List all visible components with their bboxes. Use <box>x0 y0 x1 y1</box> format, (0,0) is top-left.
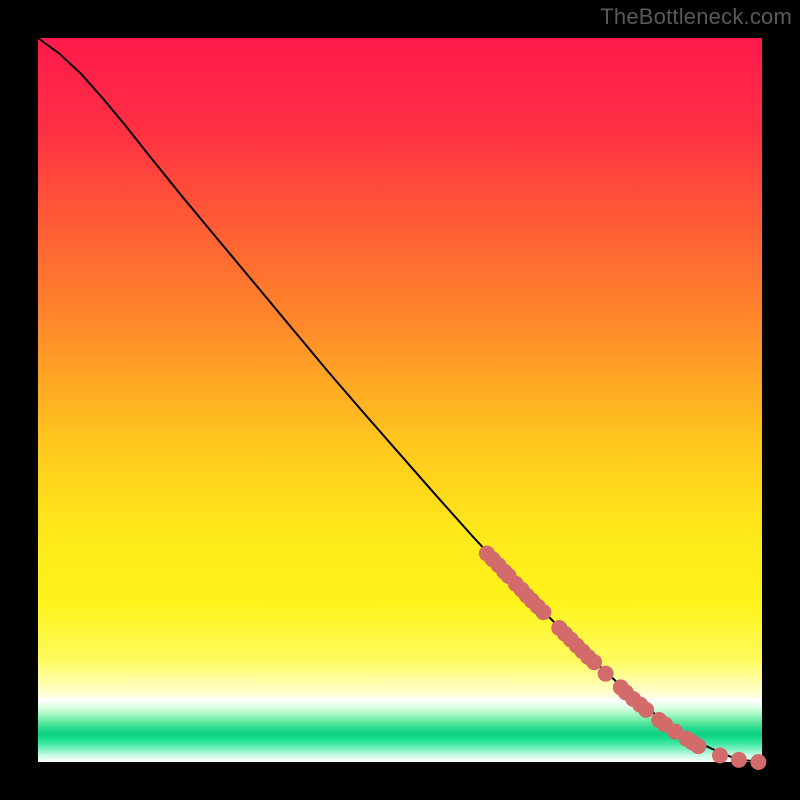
marker-point <box>731 752 747 768</box>
marker-point <box>690 738 706 754</box>
plot-background <box>38 38 762 762</box>
watermark-text: TheBottleneck.com <box>600 4 792 30</box>
chart-container: TheBottleneck.com <box>0 0 800 800</box>
marker-point <box>712 747 728 763</box>
marker-point <box>638 702 654 718</box>
marker-point <box>750 754 766 770</box>
bottleneck-chart <box>0 0 800 800</box>
marker-point <box>535 604 551 620</box>
marker-point <box>598 666 614 682</box>
marker-point <box>586 654 602 670</box>
